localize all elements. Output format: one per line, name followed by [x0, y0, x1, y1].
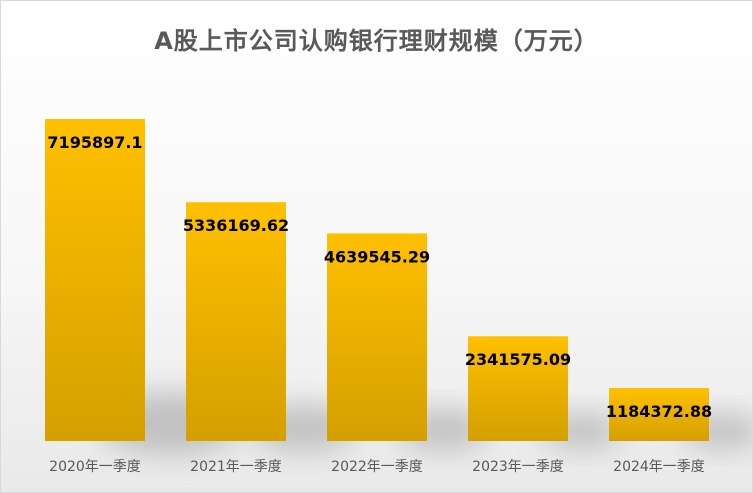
- bar-2: [186, 202, 286, 441]
- x-tick-label-2: 2021年一季度: [190, 459, 282, 475]
- x-tick-label-4: 2023年一季度: [472, 459, 564, 475]
- bar-1: [45, 119, 145, 441]
- bar-3: [327, 233, 427, 441]
- data-label-2: 5336169.62: [183, 216, 289, 235]
- chart-title: A股上市公司认购银行理财规模（万元）: [154, 27, 599, 55]
- data-label-3: 4639545.29: [324, 247, 430, 266]
- x-tick-label-1: 2020年一季度: [49, 459, 141, 475]
- data-label-5: 1184372.88: [606, 402, 712, 421]
- x-tick-label-5: 2024年一季度: [613, 459, 705, 475]
- bar-4: [468, 336, 568, 441]
- data-label-1: 7195897.1: [47, 133, 142, 152]
- x-tick-label-3: 2022年一季度: [331, 459, 423, 475]
- bar-5: [609, 388, 709, 441]
- data-label-4: 2341575.09: [465, 350, 571, 369]
